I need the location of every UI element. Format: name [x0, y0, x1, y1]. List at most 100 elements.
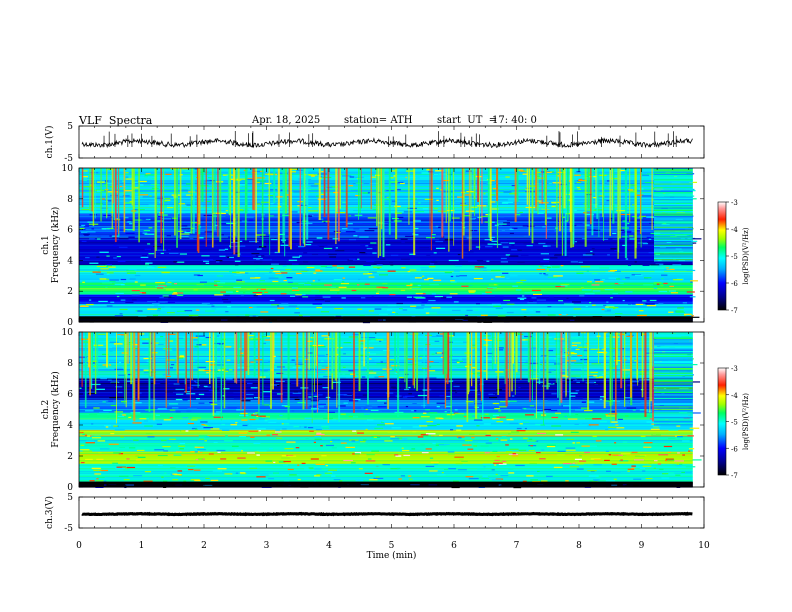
speckle	[583, 203, 586, 205]
post-change-region	[654, 417, 693, 419]
speckle	[581, 256, 591, 259]
speckle	[596, 476, 601, 479]
speckle	[500, 216, 505, 218]
speckle	[605, 429, 609, 431]
y-tick-label: 5	[67, 493, 73, 503]
speckle	[522, 173, 528, 175]
band-texture	[79, 247, 693, 249]
speckle	[420, 416, 430, 418]
post-change-region	[654, 400, 693, 402]
speckle	[397, 216, 404, 218]
band-texture	[79, 293, 693, 295]
speckle	[197, 448, 206, 451]
speckle	[574, 463, 584, 465]
post-change-region	[654, 174, 693, 175]
speckle	[502, 246, 509, 248]
speckle	[239, 435, 247, 438]
band-texture	[79, 229, 693, 231]
speckle	[627, 470, 630, 472]
speckle	[631, 451, 638, 454]
speckle	[477, 468, 485, 470]
speckle	[492, 450, 498, 453]
sferic-streak	[111, 168, 113, 229]
sferic-streak	[284, 168, 286, 257]
speckle	[281, 302, 289, 305]
speckle	[258, 273, 265, 275]
post-change-region	[654, 244, 693, 246]
speckle	[157, 285, 167, 287]
sferic-streak	[338, 332, 341, 373]
sferic-streak	[94, 332, 97, 395]
speckle	[448, 259, 459, 262]
speckle	[315, 371, 325, 374]
speckle	[653, 287, 658, 290]
speckle	[241, 220, 248, 222]
speckle	[303, 284, 312, 286]
speckle	[86, 231, 96, 233]
speckle	[635, 309, 638, 311]
speckle	[119, 238, 129, 240]
speckle	[275, 344, 284, 346]
band-texture	[79, 465, 693, 467]
band-texture	[79, 256, 693, 258]
speckle	[286, 441, 296, 443]
band-texture	[79, 207, 693, 208]
sferic-streak	[253, 332, 256, 377]
speckle	[197, 274, 203, 277]
speckle	[542, 409, 552, 411]
speckle	[428, 266, 436, 268]
speckle	[493, 462, 503, 464]
speckle	[328, 484, 334, 486]
speckle	[137, 208, 145, 211]
speckle	[291, 287, 298, 289]
speckle	[377, 290, 380, 293]
speckle	[512, 285, 518, 287]
speckle	[264, 386, 271, 388]
speckle	[451, 217, 460, 219]
sferic-streak	[412, 332, 415, 386]
speckle	[470, 229, 473, 232]
speckle	[349, 176, 355, 178]
speckle	[499, 383, 506, 385]
speckle	[396, 302, 403, 305]
post-change-region	[654, 382, 693, 384]
speckle	[83, 225, 90, 227]
speckle	[529, 462, 537, 465]
band-texture	[79, 311, 693, 312]
speckle	[107, 417, 110, 419]
speckle	[209, 195, 212, 198]
post-change-region	[654, 180, 693, 181]
speckle	[635, 303, 644, 306]
speckle	[606, 470, 611, 472]
speckle	[410, 305, 417, 307]
sferic-streak	[429, 168, 431, 230]
speckle	[662, 473, 669, 475]
speckle	[167, 281, 172, 284]
speckle	[134, 274, 141, 277]
post-change-region	[654, 176, 693, 178]
sferic-streak	[311, 332, 313, 424]
speckle	[326, 484, 331, 486]
speckle	[602, 278, 605, 281]
speckle	[279, 414, 283, 417]
speckle	[529, 378, 539, 380]
sferic-streak	[176, 168, 178, 248]
speckle	[666, 268, 675, 271]
speckle	[165, 289, 175, 291]
speckle	[479, 179, 488, 181]
speckle	[95, 426, 101, 428]
speckle	[226, 378, 233, 380]
speckle	[200, 337, 204, 339]
speckle	[369, 182, 379, 184]
speckle	[258, 376, 266, 378]
speckle	[562, 405, 571, 407]
band-texture	[79, 286, 693, 288]
speckle	[80, 449, 90, 451]
speckle	[99, 251, 109, 253]
speckle	[576, 442, 581, 444]
band-texture	[79, 289, 693, 291]
speckle	[252, 292, 263, 294]
speckle	[372, 208, 378, 211]
speckle	[576, 171, 581, 173]
speckle	[370, 409, 379, 411]
